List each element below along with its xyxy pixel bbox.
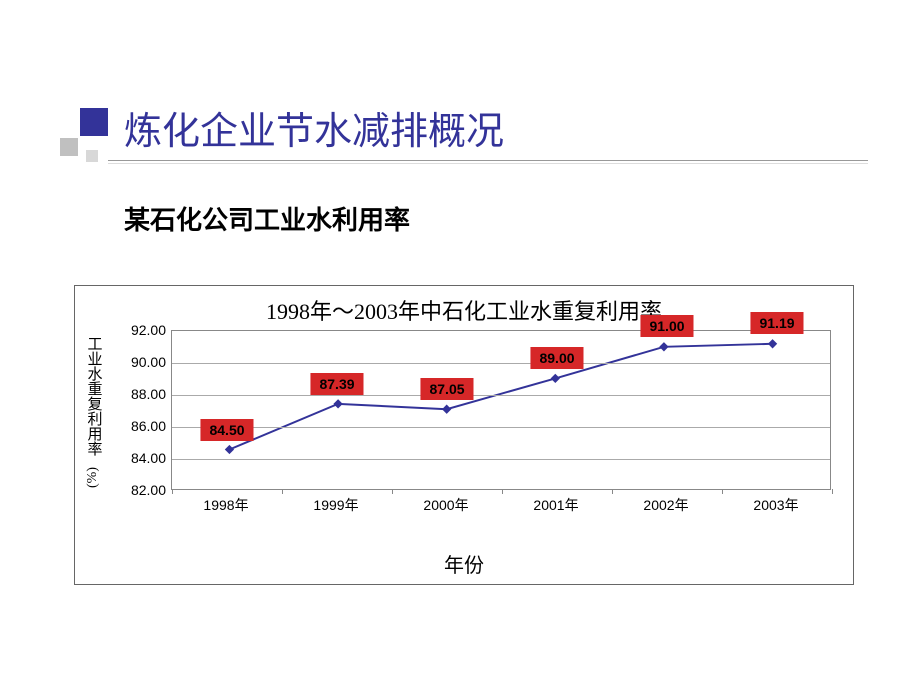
series-line (229, 344, 772, 450)
xtick (722, 489, 723, 494)
ytick-label: 82.00 (131, 482, 166, 498)
chart-xlabel: 年份 (75, 549, 853, 578)
data-label: 87.05 (420, 378, 473, 400)
grid-line (172, 459, 830, 460)
title-underline (108, 160, 868, 163)
slide-subtitle: 某石化公司工业水利用率 (124, 200, 410, 237)
data-marker (660, 343, 668, 351)
xtick (612, 489, 613, 494)
ytick-label: 88.00 (131, 386, 166, 402)
grid-line (172, 363, 830, 364)
plot-area: 84.5087.3987.0589.0091.0091.19 (171, 330, 831, 490)
deco-square-medium (60, 138, 78, 156)
xtick-label: 1999年 (313, 495, 358, 515)
ylabel-unit: (%) (84, 468, 102, 488)
grid-line (172, 427, 830, 428)
data-label: 87.39 (310, 373, 363, 395)
xtick-label: 2000年 (423, 495, 468, 515)
ytick-label: 92.00 (131, 322, 166, 338)
xtick (282, 489, 283, 494)
xtick (392, 489, 393, 494)
line-series (172, 331, 830, 489)
xtick-label: 1998年 (203, 495, 248, 515)
xtick (832, 489, 833, 494)
xtick (502, 489, 503, 494)
data-marker (443, 405, 451, 413)
data-label: 91.19 (750, 312, 803, 334)
data-label: 89.00 (530, 347, 583, 369)
ytick-label: 84.00 (131, 450, 166, 466)
slide: 炼化企业节水减排概况 某石化公司工业水利用率 1998年～2003年中石化工业水… (0, 0, 920, 690)
data-label: 91.00 (640, 315, 693, 337)
deco-square-small (86, 150, 98, 162)
data-marker (334, 400, 342, 408)
chart-title: 1998年～2003年中石化工业水重复利用率 (75, 286, 853, 326)
plot-wrapper: 84.5087.3987.0589.0091.0091.19 82.0084.0… (171, 330, 831, 530)
ylabel-text: 工业水重复利用率 (86, 336, 101, 456)
xtick-label: 2003年 (753, 495, 798, 515)
ytick-label: 90.00 (131, 354, 166, 370)
data-marker (769, 340, 777, 348)
chart-container: 1998年～2003年中石化工业水重复利用率 工业水重复利用率 (%) 84.5… (74, 285, 854, 585)
xtick (172, 489, 173, 494)
xtick-label: 2001年 (533, 495, 578, 515)
slide-title: 炼化企业节水减排概况 (124, 100, 504, 155)
xtick-label: 2002年 (643, 495, 688, 515)
data-marker (225, 446, 233, 454)
chart-ylabel: 工业水重复利用率 (%) (83, 336, 103, 487)
grid-line (172, 395, 830, 396)
ytick-label: 86.00 (131, 418, 166, 434)
data-label: 84.50 (200, 419, 253, 441)
data-marker (551, 374, 559, 382)
deco-square-large (80, 108, 108, 136)
